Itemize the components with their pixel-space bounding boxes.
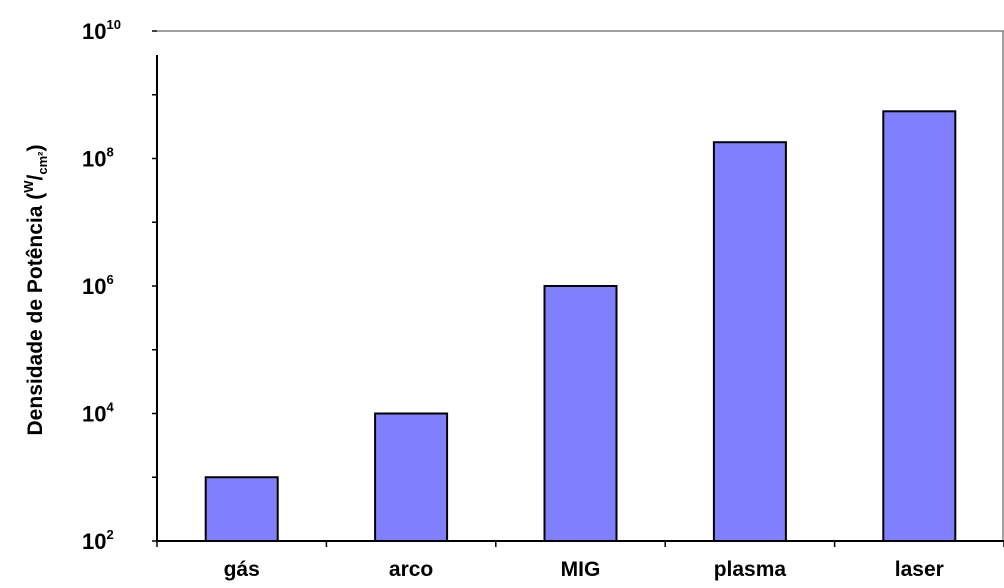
bar-2 bbox=[543, 285, 618, 542]
x-category-label: MIG bbox=[561, 558, 601, 581]
bar-1 bbox=[374, 412, 449, 542]
bar-4 bbox=[882, 110, 957, 542]
x-category-label: laser bbox=[895, 558, 944, 581]
bar-0 bbox=[204, 476, 279, 542]
x-category-label: arco bbox=[389, 558, 433, 581]
y-tick-label: 102 bbox=[82, 527, 114, 554]
y-tick-label: 104 bbox=[82, 400, 114, 427]
bar-3 bbox=[712, 141, 787, 542]
y-tick-label: 106 bbox=[82, 272, 114, 299]
x-category-label: plasma bbox=[714, 558, 787, 581]
x-category-label: gás bbox=[224, 558, 260, 581]
y-tick-label: 1010 bbox=[82, 17, 121, 44]
y-tick-label: 108 bbox=[82, 145, 114, 172]
y-axis-title: Densidade de Potência (W/cm²) bbox=[21, 145, 50, 436]
